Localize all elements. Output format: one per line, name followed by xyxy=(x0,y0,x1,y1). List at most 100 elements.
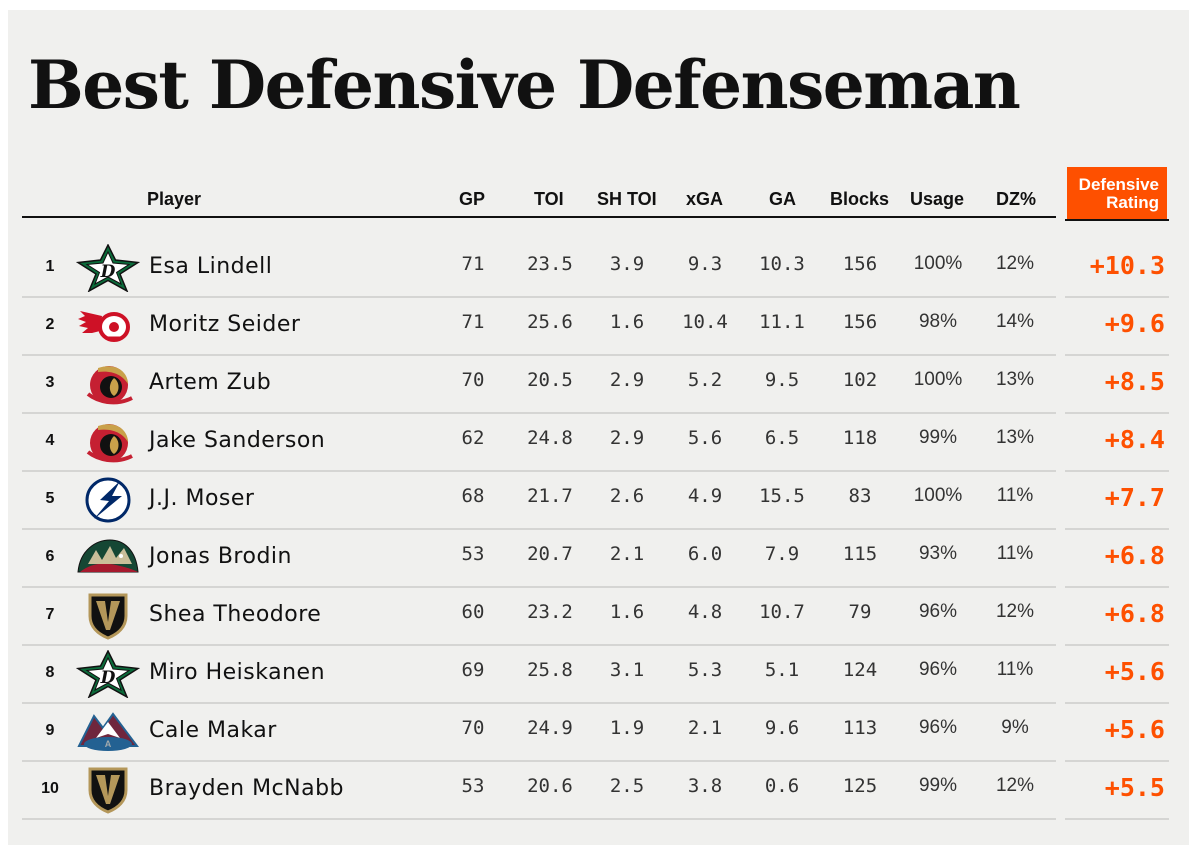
table-row: 7 Shea Theodore 60 23.2 1.6 4.8 10.7 79 96% 12% +6… xyxy=(22,588,1169,646)
xga-cell: 5.3 xyxy=(687,659,723,681)
header-divider xyxy=(22,216,1056,218)
defensive-rating-cell: +10.3 xyxy=(1089,251,1165,280)
rank-cell: 8 xyxy=(45,664,55,681)
sh-toi-cell: 1.9 xyxy=(609,717,645,739)
ga-cell: 10.3 xyxy=(759,253,805,275)
ga-cell: 9.5 xyxy=(764,369,800,391)
gp-cell: 70 xyxy=(461,717,485,739)
row-divider-rating xyxy=(1065,818,1169,820)
player-name-cell: Esa Lindell xyxy=(149,254,273,279)
player-name-cell: Cale Makar xyxy=(149,718,277,743)
table-row: 5 J.J. Moser 68 21.7 2.6 4.9 15.5 83 100% 11% +7.7 xyxy=(22,472,1169,530)
table-row: 3 Artem Zub 70 20.5 2.9 5.2 9.5 102 100% 13% +8.5 xyxy=(22,356,1169,414)
xga-cell: 4.9 xyxy=(687,485,723,507)
toi-cell: 25.8 xyxy=(527,659,573,681)
defensive-rating-cell: +7.7 xyxy=(1104,483,1165,512)
col-header-usage: Usage xyxy=(910,189,965,209)
dz-cell: 13% xyxy=(995,427,1035,448)
row-divider xyxy=(22,296,1056,298)
usage-cell: 96% xyxy=(918,659,958,680)
row-divider xyxy=(22,470,1056,472)
row-divider-rating xyxy=(1065,586,1169,588)
toi-cell: 20.6 xyxy=(527,775,573,797)
defensive-rating-cell: +9.6 xyxy=(1104,309,1165,338)
xga-cell: 10.4 xyxy=(682,311,728,333)
dz-cell: 11% xyxy=(996,543,1034,564)
page-title: Best Defensive Defenseman xyxy=(28,46,1021,124)
defensive-rating-cell: +5.5 xyxy=(1104,773,1165,802)
table-row: 4 Jake Sanderson 62 24.8 2.9 5.6 6.5 118 99% 13% +… xyxy=(22,414,1169,472)
xga-cell: 3.8 xyxy=(687,775,723,797)
row-divider-rating xyxy=(1065,760,1169,762)
gp-cell: 71 xyxy=(461,311,485,333)
ga-cell: 5.1 xyxy=(764,659,800,681)
dz-cell: 13% xyxy=(995,369,1035,390)
xga-cell: 2.1 xyxy=(687,717,723,739)
dz-cell: 14% xyxy=(995,311,1035,332)
row-divider-rating xyxy=(1065,412,1169,414)
row-divider-rating xyxy=(1065,470,1169,472)
usage-cell: 99% xyxy=(918,427,958,448)
row-divider xyxy=(22,702,1056,704)
toi-cell: 24.9 xyxy=(527,717,573,739)
player-name-cell: J.J. Moser xyxy=(149,486,255,511)
usage-cell: 100% xyxy=(913,369,963,390)
gp-cell: 68 xyxy=(461,485,485,507)
sh-toi-cell: 2.1 xyxy=(609,543,645,565)
rank-cell: 4 xyxy=(45,432,55,449)
table-row: 1 D Esa Lindell 71 23.5 3.9 9.3 10.3 156 100% 12% +… xyxy=(22,240,1169,298)
blocks-cell: 115 xyxy=(842,543,878,565)
rank-cell: 7 xyxy=(45,606,55,623)
tampa-bay-lightning-logo-icon xyxy=(85,477,131,523)
rank-cell: 2 xyxy=(45,316,55,333)
player-name-cell: Moritz Seider xyxy=(149,312,301,337)
blocks-cell: 124 xyxy=(842,659,878,681)
row-divider-rating xyxy=(1065,702,1169,704)
sh-toi-cell: 1.6 xyxy=(609,601,645,623)
rank-cell: 1 xyxy=(45,258,55,275)
usage-cell: 96% xyxy=(918,717,958,738)
xga-cell: 9.3 xyxy=(687,253,723,275)
table-row: 9 A Cale Makar 70 24.9 1.9 2.1 9.6 113 96% 9% +5.6 xyxy=(22,704,1169,762)
rank-cell: 3 xyxy=(45,374,55,391)
blocks-cell: 118 xyxy=(842,427,878,449)
svg-text:A: A xyxy=(105,739,112,749)
col-header-sh-toi: SH TOI xyxy=(597,189,657,209)
gp-cell: 60 xyxy=(461,601,485,623)
row-divider xyxy=(22,412,1056,414)
row-divider xyxy=(22,760,1056,762)
sh-toi-cell: 2.9 xyxy=(609,369,645,391)
table-row: 2 Moritz Seider 71 25.6 1.6 10.4 11.1 156 98% 14%… xyxy=(22,298,1169,356)
player-name-cell: Brayden McNabb xyxy=(149,776,345,801)
dallas-stars-logo-icon: D xyxy=(76,244,140,292)
dz-cell: 11% xyxy=(996,485,1034,506)
xga-cell: 6.0 xyxy=(687,543,723,565)
table-row: 10 Brayden McNabb 53 20.6 2.5 3.8 0.6 125 99% 12%… xyxy=(22,762,1169,820)
gp-cell: 53 xyxy=(461,543,485,565)
row-divider-rating xyxy=(1065,296,1169,298)
col-header-gp: GP xyxy=(459,189,486,209)
ga-cell: 6.5 xyxy=(764,427,800,449)
dallas-stars-logo-icon: D xyxy=(76,650,140,698)
toi-cell: 20.5 xyxy=(527,369,573,391)
gp-cell: 70 xyxy=(461,369,485,391)
colorado-avalanche-logo-icon: A xyxy=(77,712,139,751)
defensive-rating-cell: +5.6 xyxy=(1104,715,1165,744)
dz-cell: 9% xyxy=(1001,717,1029,738)
ga-cell: 0.6 xyxy=(764,775,800,797)
col-header-player: Player xyxy=(147,189,202,209)
blocks-cell: 125 xyxy=(842,775,878,797)
dz-cell: 11% xyxy=(996,659,1034,680)
blocks-cell: 83 xyxy=(848,485,872,507)
toi-cell: 21.7 xyxy=(527,485,573,507)
usage-cell: 96% xyxy=(918,601,958,622)
row-divider-rating xyxy=(1065,644,1169,646)
ga-cell: 7.9 xyxy=(764,543,800,565)
usage-cell: 100% xyxy=(913,253,963,274)
row-divider xyxy=(22,644,1056,646)
sh-toi-cell: 2.5 xyxy=(609,775,645,797)
row-divider xyxy=(22,354,1056,356)
col-header-defensive-rating: Defensive Rating xyxy=(1067,167,1167,219)
rating-header-divider xyxy=(1065,219,1169,221)
xga-cell: 5.2 xyxy=(687,369,723,391)
